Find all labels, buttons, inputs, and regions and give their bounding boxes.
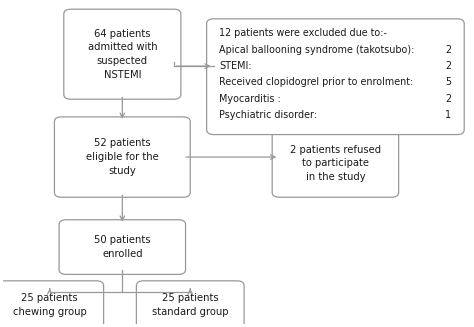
FancyBboxPatch shape [137, 281, 244, 327]
FancyBboxPatch shape [59, 220, 185, 274]
FancyBboxPatch shape [207, 19, 464, 135]
FancyBboxPatch shape [0, 281, 104, 327]
Text: Psychiatric disorder:: Psychiatric disorder: [219, 110, 318, 120]
Text: 2: 2 [446, 94, 452, 104]
Text: 64 patients
admitted with
suspected
NSTEMI: 64 patients admitted with suspected NSTE… [88, 29, 157, 79]
FancyBboxPatch shape [272, 130, 399, 197]
Text: 52 patients
eligible for the
study: 52 patients eligible for the study [86, 138, 159, 176]
Text: 25 patients
standard group: 25 patients standard group [152, 293, 228, 317]
Text: 25 patients
chewing group: 25 patients chewing group [13, 293, 87, 317]
Text: 5: 5 [446, 77, 452, 87]
Text: Myocarditis :: Myocarditis : [219, 94, 281, 104]
Text: 2: 2 [446, 45, 452, 55]
Text: 2: 2 [446, 61, 452, 71]
Text: 2 patients refused
to participate
in the study: 2 patients refused to participate in the… [290, 145, 381, 182]
Text: 1: 1 [446, 110, 452, 120]
Text: 12 patients were excluded due to:-: 12 patients were excluded due to:- [219, 28, 387, 39]
FancyBboxPatch shape [64, 9, 181, 99]
Text: Apical ballooning syndrome (takotsubo):: Apical ballooning syndrome (takotsubo): [219, 45, 415, 55]
FancyBboxPatch shape [55, 117, 190, 197]
Text: 50 patients
enrolled: 50 patients enrolled [94, 235, 151, 259]
Text: STEMI:: STEMI: [219, 61, 252, 71]
Text: Received clopidogrel prior to enrolment:: Received clopidogrel prior to enrolment: [219, 77, 413, 87]
